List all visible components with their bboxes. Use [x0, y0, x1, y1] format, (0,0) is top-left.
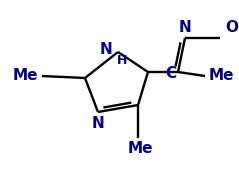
Text: H: H	[117, 53, 127, 66]
Text: OH: OH	[225, 20, 239, 35]
Text: Me: Me	[127, 141, 153, 156]
Text: Me: Me	[12, 69, 38, 84]
Text: C: C	[165, 66, 176, 81]
Text: N: N	[92, 116, 104, 131]
Text: N: N	[179, 20, 191, 35]
Text: N: N	[99, 43, 112, 57]
Text: Me: Me	[209, 69, 234, 84]
